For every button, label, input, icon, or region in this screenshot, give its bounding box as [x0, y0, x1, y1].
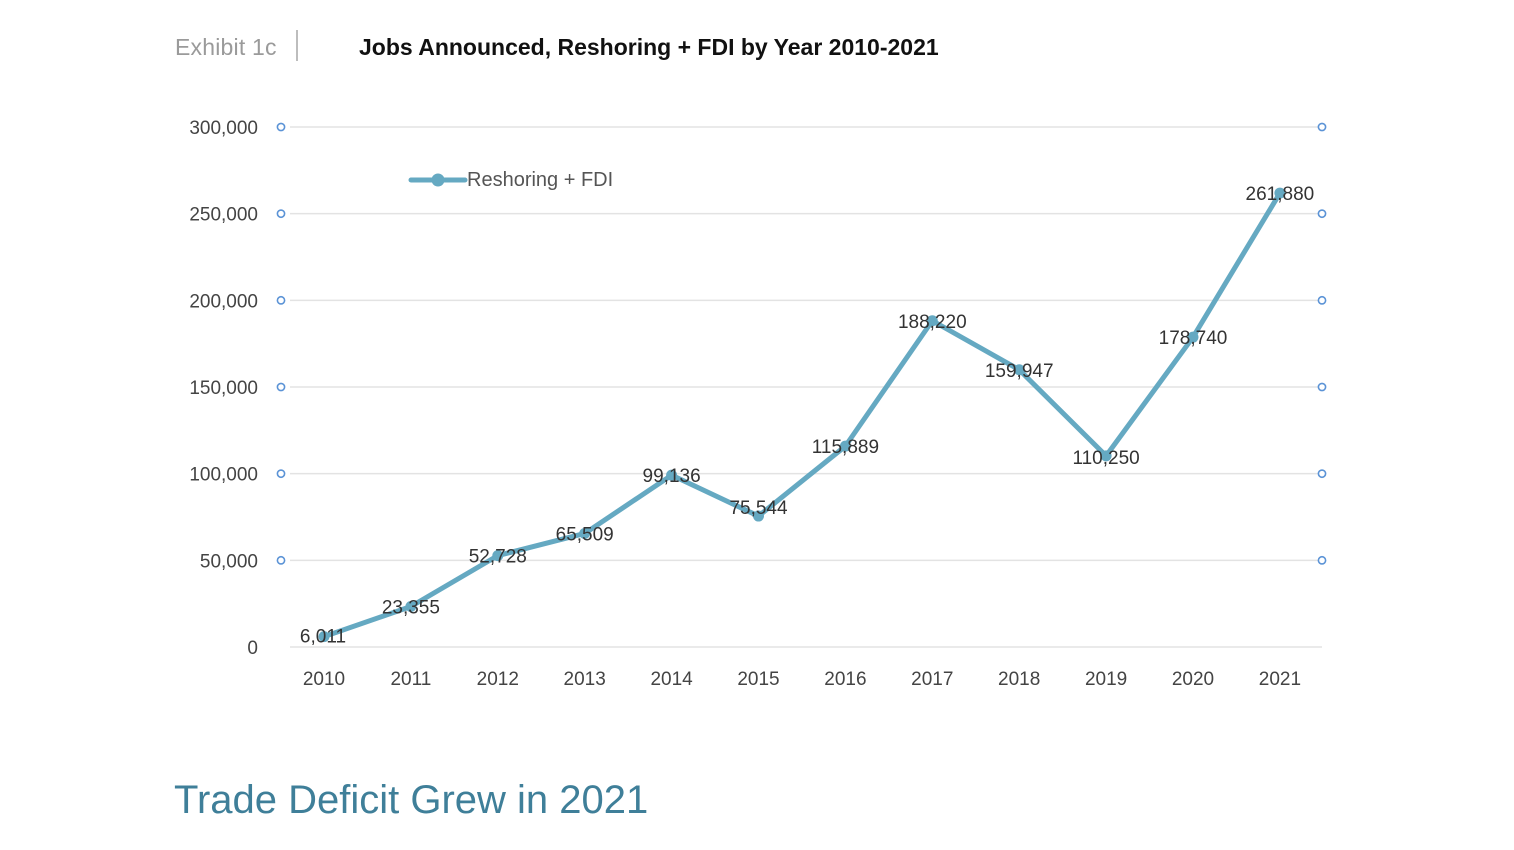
data-label: 99,136 [643, 466, 701, 487]
data-labels: 6,011 23,355 52,728 65,509 99,136 75,544 115,8… [300, 184, 1314, 648]
x-axis-ticks: 2010 2011 2012 2013 2014 2015 2016 2017 2018 2019… [303, 669, 1301, 690]
data-point [579, 527, 591, 539]
y-tick-label: 0 [247, 638, 258, 659]
x-tick-label: 2018 [998, 669, 1040, 690]
data-point [926, 315, 938, 327]
exhibit-label: Exhibit 1c [175, 34, 277, 60]
data-point [839, 440, 851, 452]
y-axis-ticks: 0 50,000 100,000 150,000 200,000 250,000 300,0… [189, 118, 258, 659]
header-divider [296, 30, 298, 61]
legend: Reshoring + FDI [408, 169, 613, 191]
data-label: 261,880 [1246, 184, 1315, 205]
y-tick-label: 200,000 [189, 291, 258, 312]
y-tick-label: 300,000 [189, 118, 258, 139]
resize-handle[interactable] [276, 295, 286, 305]
data-point [1100, 450, 1112, 462]
legend-label: Reshoring + FDI [467, 169, 613, 191]
resize-handle[interactable] [1317, 555, 1327, 565]
selection-handles[interactable] [276, 122, 1327, 565]
resize-handle[interactable] [1317, 382, 1327, 392]
resize-handle[interactable] [276, 555, 286, 565]
gridlines [290, 126, 1322, 648]
resize-handle[interactable] [1317, 122, 1327, 132]
x-tick-label: 2021 [1259, 669, 1301, 690]
data-point [1187, 331, 1199, 343]
section-heading: Trade Deficit Grew in 2021 [174, 778, 649, 822]
y-tick-label: 150,000 [189, 378, 258, 399]
x-tick-label: 2015 [737, 669, 779, 690]
legend-swatch-marker [431, 173, 445, 187]
data-point [666, 469, 678, 481]
x-tick-label: 2019 [1085, 669, 1127, 690]
series-line [321, 190, 1283, 640]
y-tick-label: 250,000 [189, 205, 258, 226]
resize-handle[interactable] [1317, 209, 1327, 219]
resize-handle[interactable] [276, 382, 286, 392]
data-label: 6,011 [300, 627, 346, 648]
data-point [753, 510, 764, 522]
data-label: 52,728 [469, 547, 527, 568]
y-tick-label: 100,000 [189, 465, 258, 486]
data-label: 159,947 [985, 361, 1054, 382]
data-point [492, 550, 504, 562]
resize-handle[interactable] [1317, 469, 1327, 479]
data-point [405, 601, 417, 613]
x-tick-label: 2011 [390, 669, 431, 690]
data-label: 178,740 [1159, 328, 1228, 349]
data-point [318, 631, 330, 643]
data-label: 65,509 [556, 524, 614, 545]
y-tick-label: 50,000 [200, 551, 258, 572]
resize-handle[interactable] [1317, 295, 1327, 305]
x-tick-label: 2014 [650, 669, 693, 690]
data-label: 23,355 [382, 598, 440, 619]
line-chart[interactable]: 0 50,000 100,000 150,000 200,000 250,000 300,0… [0, 0, 1514, 760]
x-tick-label: 2020 [1172, 669, 1214, 690]
data-point [1274, 187, 1286, 199]
x-tick-label: 2010 [303, 669, 345, 690]
resize-handle[interactable] [276, 209, 286, 219]
data-label: 110,250 [1072, 448, 1139, 469]
x-tick-label: 2016 [824, 669, 866, 690]
x-tick-label: 2017 [911, 669, 953, 690]
resize-handle[interactable] [276, 469, 286, 479]
x-tick-label: 2013 [564, 669, 606, 690]
series-reshoring-fdi [318, 187, 1286, 643]
x-tick-label: 2012 [477, 669, 519, 690]
data-label: 115,889 [812, 437, 879, 458]
resize-handle[interactable] [276, 122, 286, 132]
data-label: 188,220 [898, 312, 967, 333]
data-label: 75,544 [729, 498, 788, 519]
chart-title: Jobs Announced, Reshoring + FDI by Year … [359, 34, 939, 60]
data-point [1013, 364, 1025, 376]
